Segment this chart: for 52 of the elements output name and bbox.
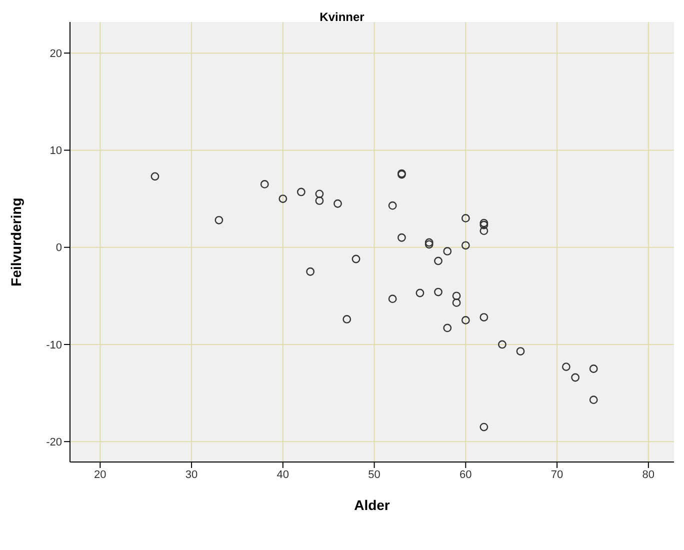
y-tick-label: 20 <box>50 48 62 60</box>
point <box>461 241 470 250</box>
point <box>480 226 488 236</box>
point <box>296 188 306 196</box>
point <box>461 214 470 222</box>
point <box>334 199 342 208</box>
y-tick-label: 10 <box>50 145 62 158</box>
x-tick-label: 40 <box>276 468 290 481</box>
point <box>589 364 598 373</box>
point <box>424 240 434 249</box>
point <box>416 288 424 298</box>
point <box>589 396 598 404</box>
point <box>397 233 406 242</box>
point <box>342 315 352 324</box>
x-axis-title: Alder <box>354 497 390 513</box>
point <box>315 190 324 198</box>
y-tick-label: -20 <box>46 436 62 449</box>
x-tick-label: 60 <box>460 468 472 481</box>
point <box>461 316 470 324</box>
point <box>571 373 580 382</box>
point <box>498 340 506 349</box>
point <box>516 347 525 356</box>
point <box>480 220 488 230</box>
point <box>388 201 397 210</box>
point <box>306 267 315 276</box>
point <box>452 292 461 300</box>
point <box>480 313 488 322</box>
point <box>480 218 488 228</box>
y-tick-label: -10 <box>46 339 62 352</box>
point <box>150 172 160 181</box>
point <box>443 247 452 256</box>
point <box>315 196 324 205</box>
point <box>443 324 452 332</box>
point <box>388 294 397 304</box>
y-axis-title: Feilvurdering <box>8 198 24 286</box>
point <box>424 238 434 247</box>
point <box>352 254 360 264</box>
x-tick-label: 20 <box>94 468 106 481</box>
point <box>260 180 269 188</box>
point <box>214 216 224 224</box>
x-tick-label: 30 <box>185 468 198 481</box>
point <box>562 362 570 372</box>
point <box>434 256 442 266</box>
x-tick-label: 70 <box>550 468 564 481</box>
point <box>434 288 442 296</box>
point <box>452 298 461 307</box>
point <box>278 194 288 203</box>
y-tick-label: 0 <box>56 242 62 254</box>
point <box>480 422 488 432</box>
x-tick-label: 50 <box>368 468 380 481</box>
chart-title: Kvinner <box>318 10 366 24</box>
x-tick-label: 80 <box>642 468 655 481</box>
